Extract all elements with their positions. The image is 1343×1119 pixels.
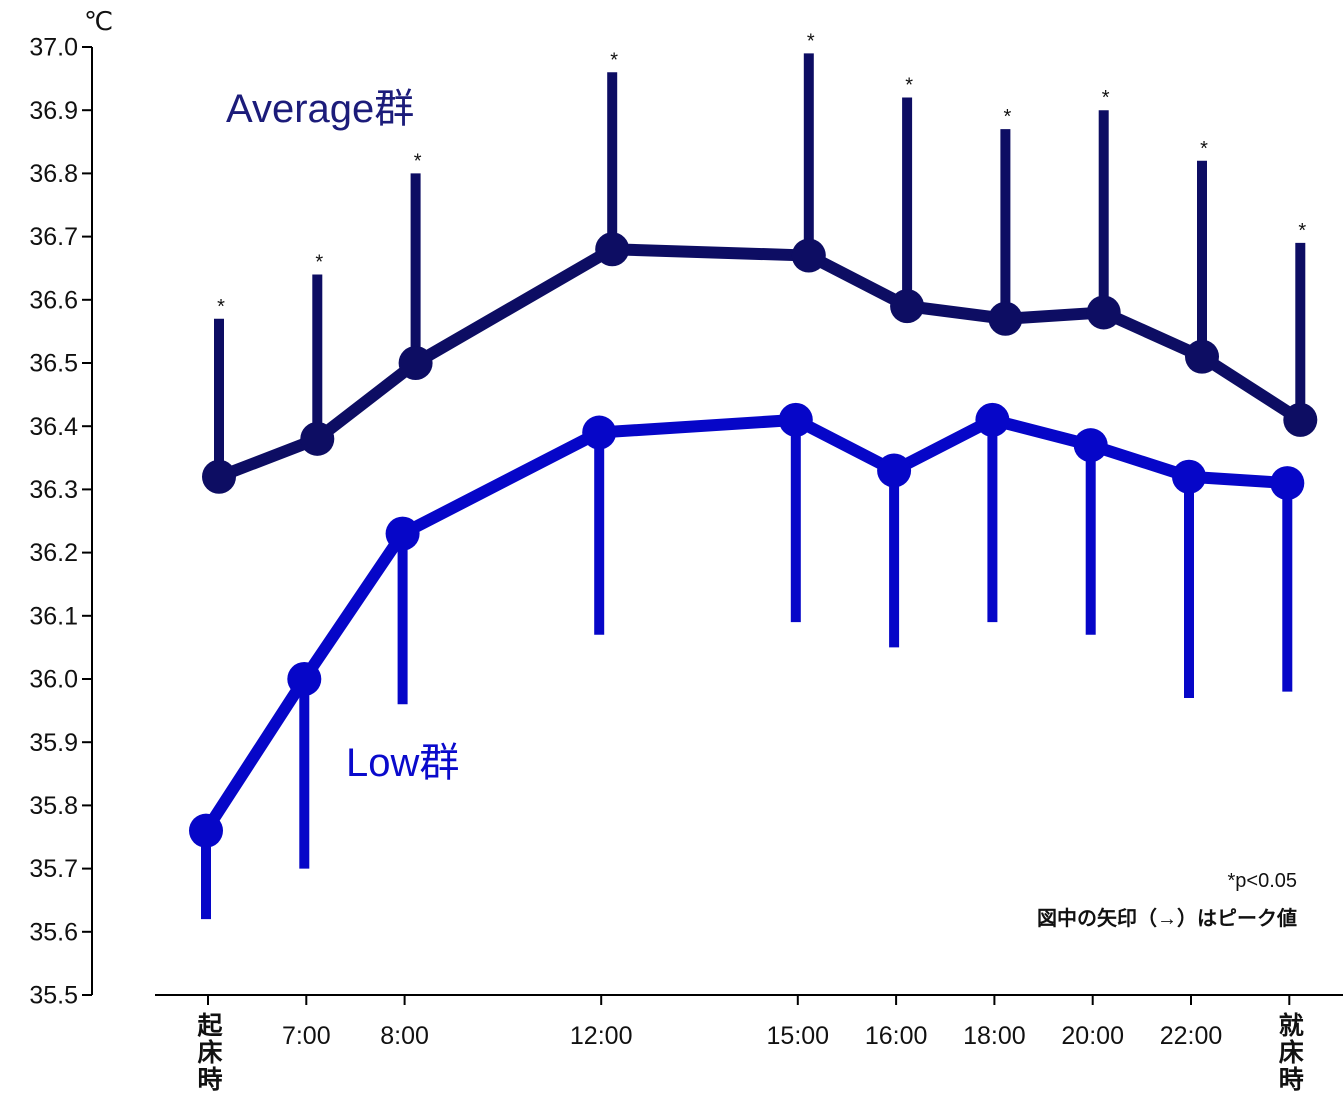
chart: ℃ *p<0.05 図中の矢印（→）はピーク値 35.5 35.6 35.7 35.8… — [0, 0, 1343, 1119]
point — [1074, 428, 1108, 462]
point — [287, 662, 321, 696]
note: *p<0.05 — [1227, 870, 1297, 892]
y-tick-label: 36.8 — [29, 160, 78, 188]
y-tick-label: 35.9 — [29, 729, 78, 757]
point — [890, 289, 924, 323]
significance-mark: * — [217, 296, 225, 318]
x-tick-label: 16:00 — [865, 1022, 928, 1050]
point — [877, 453, 911, 487]
point — [1283, 403, 1317, 437]
series-label: Low群 — [346, 741, 459, 785]
x-tick-label: 18:00 — [963, 1022, 1026, 1050]
point — [1087, 295, 1121, 329]
y-tick-label: 36.1 — [29, 602, 78, 630]
y-tick-label: 35.5 — [29, 982, 78, 1010]
y-unit: ℃ — [84, 6, 113, 36]
point — [189, 814, 223, 848]
significance-mark: * — [1200, 138, 1208, 160]
y-tick-label: 36.3 — [29, 476, 78, 504]
x-tick-label: 15:00 — [767, 1022, 830, 1050]
y-tick-label: 35.7 — [29, 855, 78, 883]
point — [792, 239, 826, 273]
y-tick-label: 36.5 — [29, 350, 78, 378]
point — [975, 403, 1009, 437]
significance-mark: * — [1298, 220, 1306, 242]
series-line — [219, 249, 1300, 477]
y-tick-label: 35.8 — [29, 792, 78, 820]
series-label: Average群 — [226, 87, 414, 131]
point — [595, 232, 629, 266]
x-tick-label: 就床時 — [1275, 1012, 1304, 1093]
y-tick-label: 36.2 — [29, 539, 78, 567]
x-tick-label: 起床時 — [194, 1012, 223, 1093]
significance-mark: * — [1102, 87, 1110, 109]
x-tick-label: 20:00 — [1061, 1022, 1124, 1050]
point — [1270, 466, 1304, 500]
note: 図中の矢印（→）はピーク値 — [1037, 906, 1297, 930]
significance-mark: * — [1004, 106, 1012, 128]
point — [202, 460, 236, 494]
significance-mark: * — [414, 150, 422, 172]
point — [300, 422, 334, 456]
point — [988, 302, 1022, 336]
significance-mark: * — [315, 252, 323, 274]
point — [779, 403, 813, 437]
x-tick-label: 22:00 — [1160, 1022, 1223, 1050]
y-tick-label: 36.9 — [29, 97, 78, 125]
x-tick-label: 12:00 — [570, 1022, 633, 1050]
x-tick-label: 7:00 — [282, 1022, 331, 1050]
point — [386, 517, 420, 551]
y-tick-label: 36.6 — [29, 286, 78, 314]
point — [399, 346, 433, 380]
significance-mark: * — [807, 30, 815, 52]
y-tick-label: 37.0 — [29, 34, 78, 62]
y-tick-label: 36.4 — [29, 413, 78, 441]
x-tick-label: 8:00 — [380, 1022, 429, 1050]
y-tick-label: 36.0 — [29, 666, 78, 694]
point — [1172, 460, 1206, 494]
significance-mark: * — [905, 75, 913, 97]
point — [582, 416, 616, 450]
significance-mark: * — [610, 49, 618, 71]
point — [1185, 340, 1219, 374]
y-tick-label: 35.6 — [29, 918, 78, 946]
y-tick-label: 36.7 — [29, 223, 78, 251]
